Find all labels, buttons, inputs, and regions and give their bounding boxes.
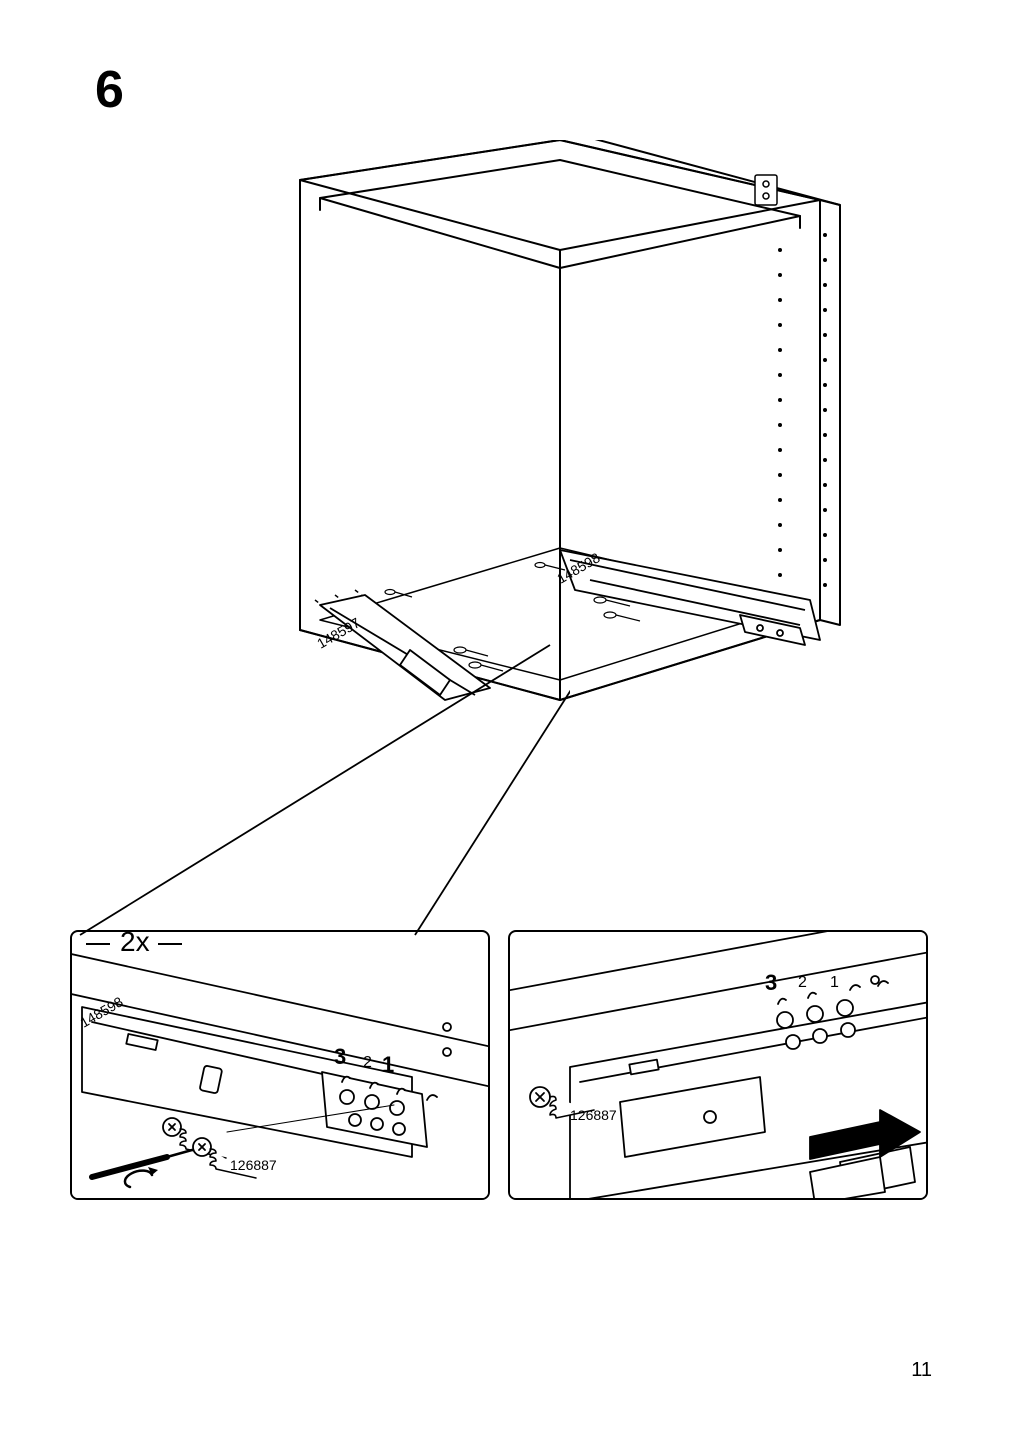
detail-left-svg [72,932,490,1200]
detail-box-left: 2x [70,930,490,1200]
step-number: 6 [95,60,123,120]
detail-left-hole-2: 2 [363,1054,372,1072]
main-cabinet-figure: 148597 148598 [260,140,880,760]
qty-label: 2x [112,930,158,956]
detail-box-right: 126887 3 2 1 [508,930,928,1200]
qty-line-left [86,943,110,945]
detail-right-hole-2: 2 [798,974,807,992]
page-number: 11 [911,1359,932,1382]
qty-line-right [158,943,182,945]
detail-left-hole-1: 1 [382,1052,394,1077]
cabinet-svg [260,140,880,760]
detail-right-hole-3: 3 [765,970,777,995]
detail-left-screw-label: 126887 [230,1157,277,1173]
detail-right-hole-1: 1 [830,974,839,992]
detail-right-screw-label: 126887 [570,1107,617,1123]
detail-right-svg [510,932,928,1200]
detail-left-hole-3: 3 [334,1044,346,1069]
detail-box-row: 2x [70,930,928,1200]
